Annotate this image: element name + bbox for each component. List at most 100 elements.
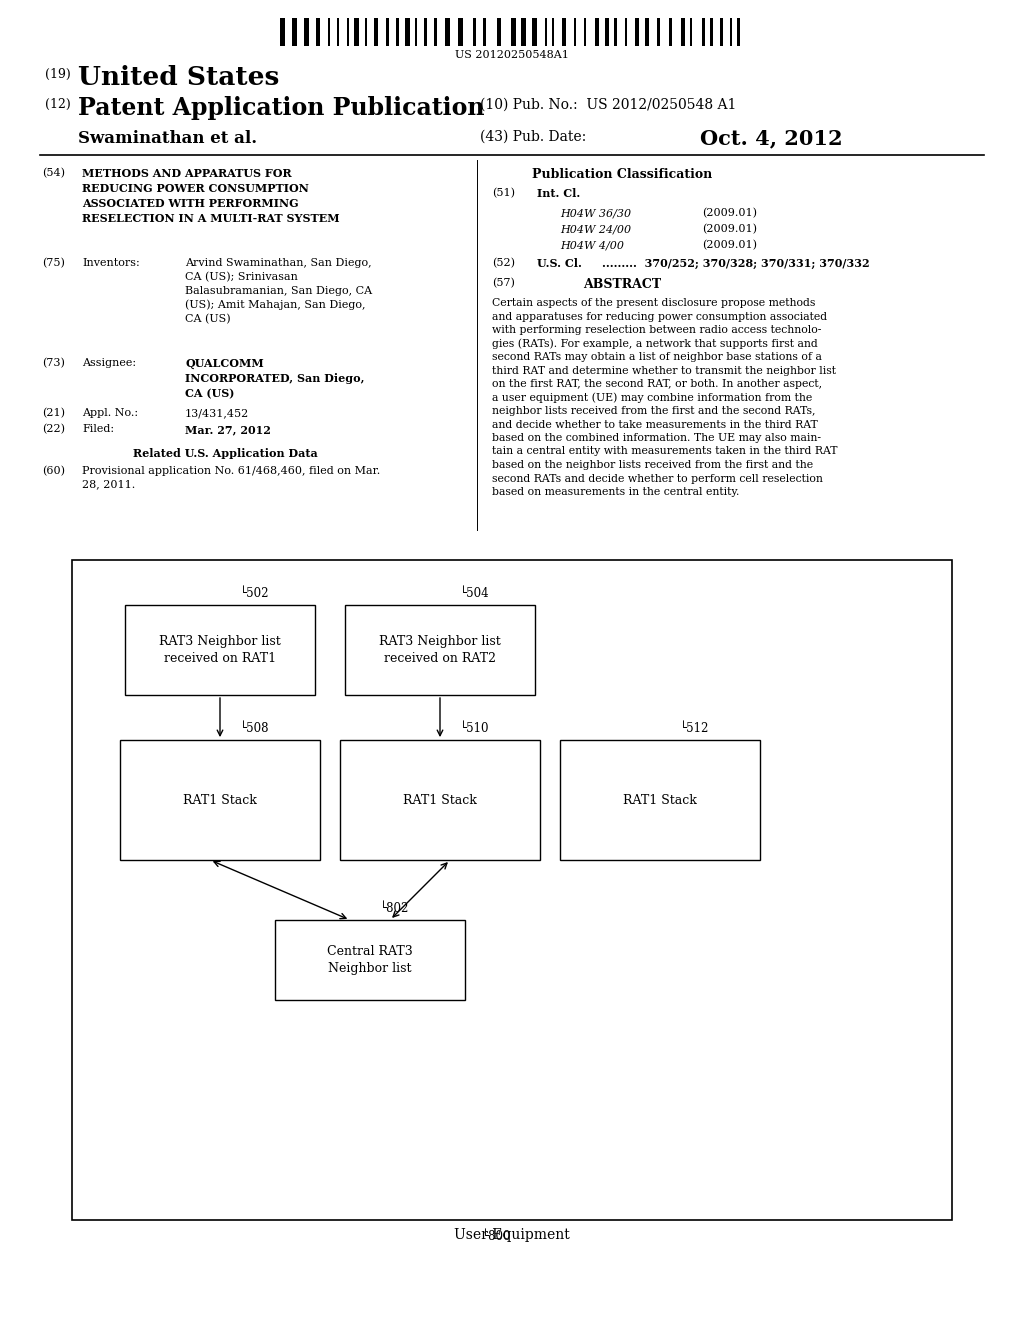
Text: RAT1 Stack: RAT1 Stack	[183, 793, 257, 807]
Text: neighbor lists received from the first and the second RATs,: neighbor lists received from the first a…	[492, 407, 815, 416]
Text: based on the combined information. The UE may also main-: based on the combined information. The U…	[492, 433, 821, 444]
Text: .........  370/252; 370/328; 370/331; 370/332: ......... 370/252; 370/328; 370/331; 370…	[602, 257, 869, 269]
Text: └508: └508	[240, 722, 269, 735]
Bar	[605, 18, 609, 46]
Bar	[424, 18, 427, 46]
Bar	[316, 18, 319, 46]
Bar	[497, 18, 501, 46]
Bar	[657, 18, 660, 46]
Text: (51): (51)	[492, 187, 515, 198]
Text: └510: └510	[460, 722, 489, 735]
Text: (57): (57)	[492, 279, 515, 288]
Text: (52): (52)	[492, 257, 515, 268]
Bar	[645, 18, 649, 46]
Text: U.S. Cl.: U.S. Cl.	[537, 257, 582, 269]
Text: Arvind Swaminathan, San Diego,
CA (US); Srinivasan
Balasubramanian, San Diego, C: Arvind Swaminathan, San Diego, CA (US); …	[185, 257, 372, 325]
Text: (2009.01): (2009.01)	[702, 209, 757, 218]
Bar	[445, 18, 450, 46]
Text: (10) Pub. No.:  US 2012/0250548 A1: (10) Pub. No.: US 2012/0250548 A1	[480, 98, 736, 112]
Text: (54): (54)	[42, 168, 65, 178]
Text: United States: United States	[78, 65, 280, 90]
Bar	[280, 18, 285, 46]
Text: Mar. 27, 2012: Mar. 27, 2012	[185, 424, 271, 436]
Text: on the first RAT, the second RAT, or both. In another aspect,: on the first RAT, the second RAT, or bot…	[492, 379, 822, 389]
Bar	[328, 18, 330, 46]
Bar	[120, 741, 319, 861]
Text: Oct. 4, 2012: Oct. 4, 2012	[700, 128, 843, 148]
Text: METHODS AND APPARATUS FOR
REDUCING POWER CONSUMPTION
ASSOCIATED WITH PERFORMING
: METHODS AND APPARATUS FOR REDUCING POWER…	[82, 168, 340, 224]
Text: a user equipment (UE) may combine information from the: a user equipment (UE) may combine inform…	[492, 392, 812, 403]
Text: RAT3 Neighbor list
received on RAT1: RAT3 Neighbor list received on RAT1	[159, 635, 281, 665]
Bar	[406, 18, 410, 46]
Bar	[386, 18, 389, 46]
Text: Publication Classification: Publication Classification	[531, 168, 712, 181]
Text: (21): (21)	[42, 408, 65, 418]
Bar	[304, 18, 309, 46]
Bar	[545, 18, 547, 46]
Bar	[415, 18, 417, 46]
Bar	[552, 18, 554, 46]
Text: Int. Cl.: Int. Cl.	[537, 187, 581, 199]
Bar	[434, 18, 437, 46]
Bar	[354, 18, 359, 46]
Bar	[595, 18, 599, 46]
Bar	[702, 18, 705, 46]
Bar	[625, 18, 627, 46]
Text: 13/431,452: 13/431,452	[185, 408, 249, 418]
Text: └802: └802	[380, 902, 410, 915]
Text: RAT1 Stack: RAT1 Stack	[623, 793, 697, 807]
Text: tain a central entity with measurements taken in the third RAT: tain a central entity with measurements …	[492, 446, 838, 457]
Bar	[574, 18, 575, 46]
Bar	[345, 605, 535, 696]
Bar	[511, 18, 516, 46]
Text: Inventors:: Inventors:	[82, 257, 139, 268]
Text: RAT3 Neighbor list
received on RAT2: RAT3 Neighbor list received on RAT2	[379, 635, 501, 665]
Text: Appl. No.:: Appl. No.:	[82, 408, 138, 418]
Text: H04W 36/30: H04W 36/30	[560, 209, 631, 218]
Text: and decide whether to take measurements in the third RAT: and decide whether to take measurements …	[492, 420, 818, 429]
Text: (60): (60)	[42, 466, 65, 477]
Text: Certain aspects of the present disclosure propose methods: Certain aspects of the present disclosur…	[492, 298, 815, 308]
Bar	[72, 560, 952, 1220]
Text: H04W 24/00: H04W 24/00	[560, 224, 631, 234]
Text: (73): (73)	[42, 358, 65, 368]
Text: (2009.01): (2009.01)	[702, 240, 757, 251]
Bar	[532, 18, 537, 46]
Text: Related U.S. Application Data: Related U.S. Application Data	[133, 447, 317, 459]
Text: └504: └504	[460, 587, 489, 601]
Text: (12): (12)	[45, 98, 71, 111]
Bar	[458, 18, 463, 46]
Bar	[374, 18, 378, 46]
Bar	[340, 741, 540, 861]
Bar	[337, 18, 339, 46]
Text: with performing reselection between radio access technolo-: with performing reselection between radi…	[492, 325, 821, 335]
Bar	[584, 18, 586, 46]
Bar	[521, 18, 526, 46]
Text: Assignee:: Assignee:	[82, 358, 136, 368]
Text: └512: └512	[680, 722, 710, 735]
Bar	[560, 741, 760, 861]
Bar	[275, 920, 465, 1001]
Bar	[737, 18, 740, 46]
Text: H04W 4/00: H04W 4/00	[560, 240, 624, 249]
Bar	[396, 18, 399, 46]
Text: └800: └800	[482, 1230, 512, 1243]
Text: second RATs and decide whether to perform cell reselection: second RATs and decide whether to perfor…	[492, 474, 823, 483]
Text: Patent Application Publication: Patent Application Publication	[78, 96, 484, 120]
Text: User Equipment: User Equipment	[454, 1228, 570, 1242]
Text: Provisional application No. 61/468,460, filed on Mar.
28, 2011.: Provisional application No. 61/468,460, …	[82, 466, 380, 490]
Text: and apparatuses for reducing power consumption associated: and apparatuses for reducing power consu…	[492, 312, 827, 322]
Text: second RATs may obtain a list of neighbor base stations of a: second RATs may obtain a list of neighbo…	[492, 352, 822, 362]
Text: Swaminathan et al.: Swaminathan et al.	[78, 129, 257, 147]
Text: (22): (22)	[42, 424, 65, 434]
Text: QUALCOMM
INCORPORATED, San Diego,
CA (US): QUALCOMM INCORPORATED, San Diego, CA (US…	[185, 358, 365, 399]
Bar	[720, 18, 723, 46]
Bar	[681, 18, 685, 46]
Bar	[347, 18, 349, 46]
Bar	[483, 18, 486, 46]
Text: Central RAT3
Neighbor list: Central RAT3 Neighbor list	[327, 945, 413, 975]
Text: └502: └502	[240, 587, 269, 601]
Text: gies (RATs). For example, a network that supports first and: gies (RATs). For example, a network that…	[492, 338, 818, 348]
Bar	[562, 18, 566, 46]
Bar	[614, 18, 617, 46]
